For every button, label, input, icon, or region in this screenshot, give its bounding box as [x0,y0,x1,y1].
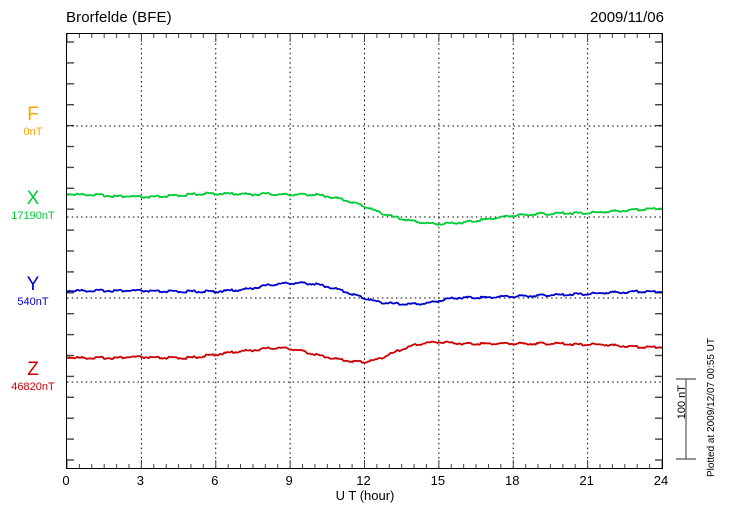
observation-date: 2009/11/06 [590,9,664,26]
x-tick-label-18: 18 [505,473,520,488]
scale-bar-label: 100 nT [676,385,688,420]
x-tick-label-24: 24 [653,473,669,488]
vertical-gridlines [140,34,589,468]
x-tick-label-3: 3 [136,473,144,488]
x-tick-label-0: 0 [62,473,70,488]
x-axis-title: U T (hour) [335,488,395,503]
component-letter-Z: Z [27,359,39,380]
x-tick-label-9: 9 [285,473,293,488]
plotted-at-timestamp: Plotted at 2009/12/07 00:55 UT [706,338,717,477]
component-label-X: X 17190nT [0,189,66,222]
component-label-Y: Y 540nT [0,275,66,308]
component-baseline-F: 0nT [23,126,43,138]
component-label-F: F 0nT [0,105,66,138]
component-label-Z: Z 46820nT [0,360,66,393]
x-axis-ticks [67,34,662,468]
component-traces [67,191,662,364]
station-title: Brorfelde (BFE) [66,9,172,26]
x-tick-label-15: 15 [430,473,446,488]
component-letter-X: X [26,188,40,209]
component-baselines [67,125,662,383]
component-baseline-Y: 540nT [17,296,49,308]
magnetogram-svg [67,34,662,468]
magnetogram-plot-area [66,33,663,469]
component-letter-F: F [27,104,39,125]
component-baseline-Z: 46820nT [11,381,55,393]
x-tick-label-12: 12 [356,473,371,488]
scale-bar [676,378,696,460]
component-baseline-X: 17190nT [11,210,55,222]
y-axis-minor-ticks [67,41,662,461]
x-tick-label-6: 6 [211,473,219,488]
component-letter-Y: Y [26,274,40,295]
x-tick-label-21: 21 [579,473,594,488]
